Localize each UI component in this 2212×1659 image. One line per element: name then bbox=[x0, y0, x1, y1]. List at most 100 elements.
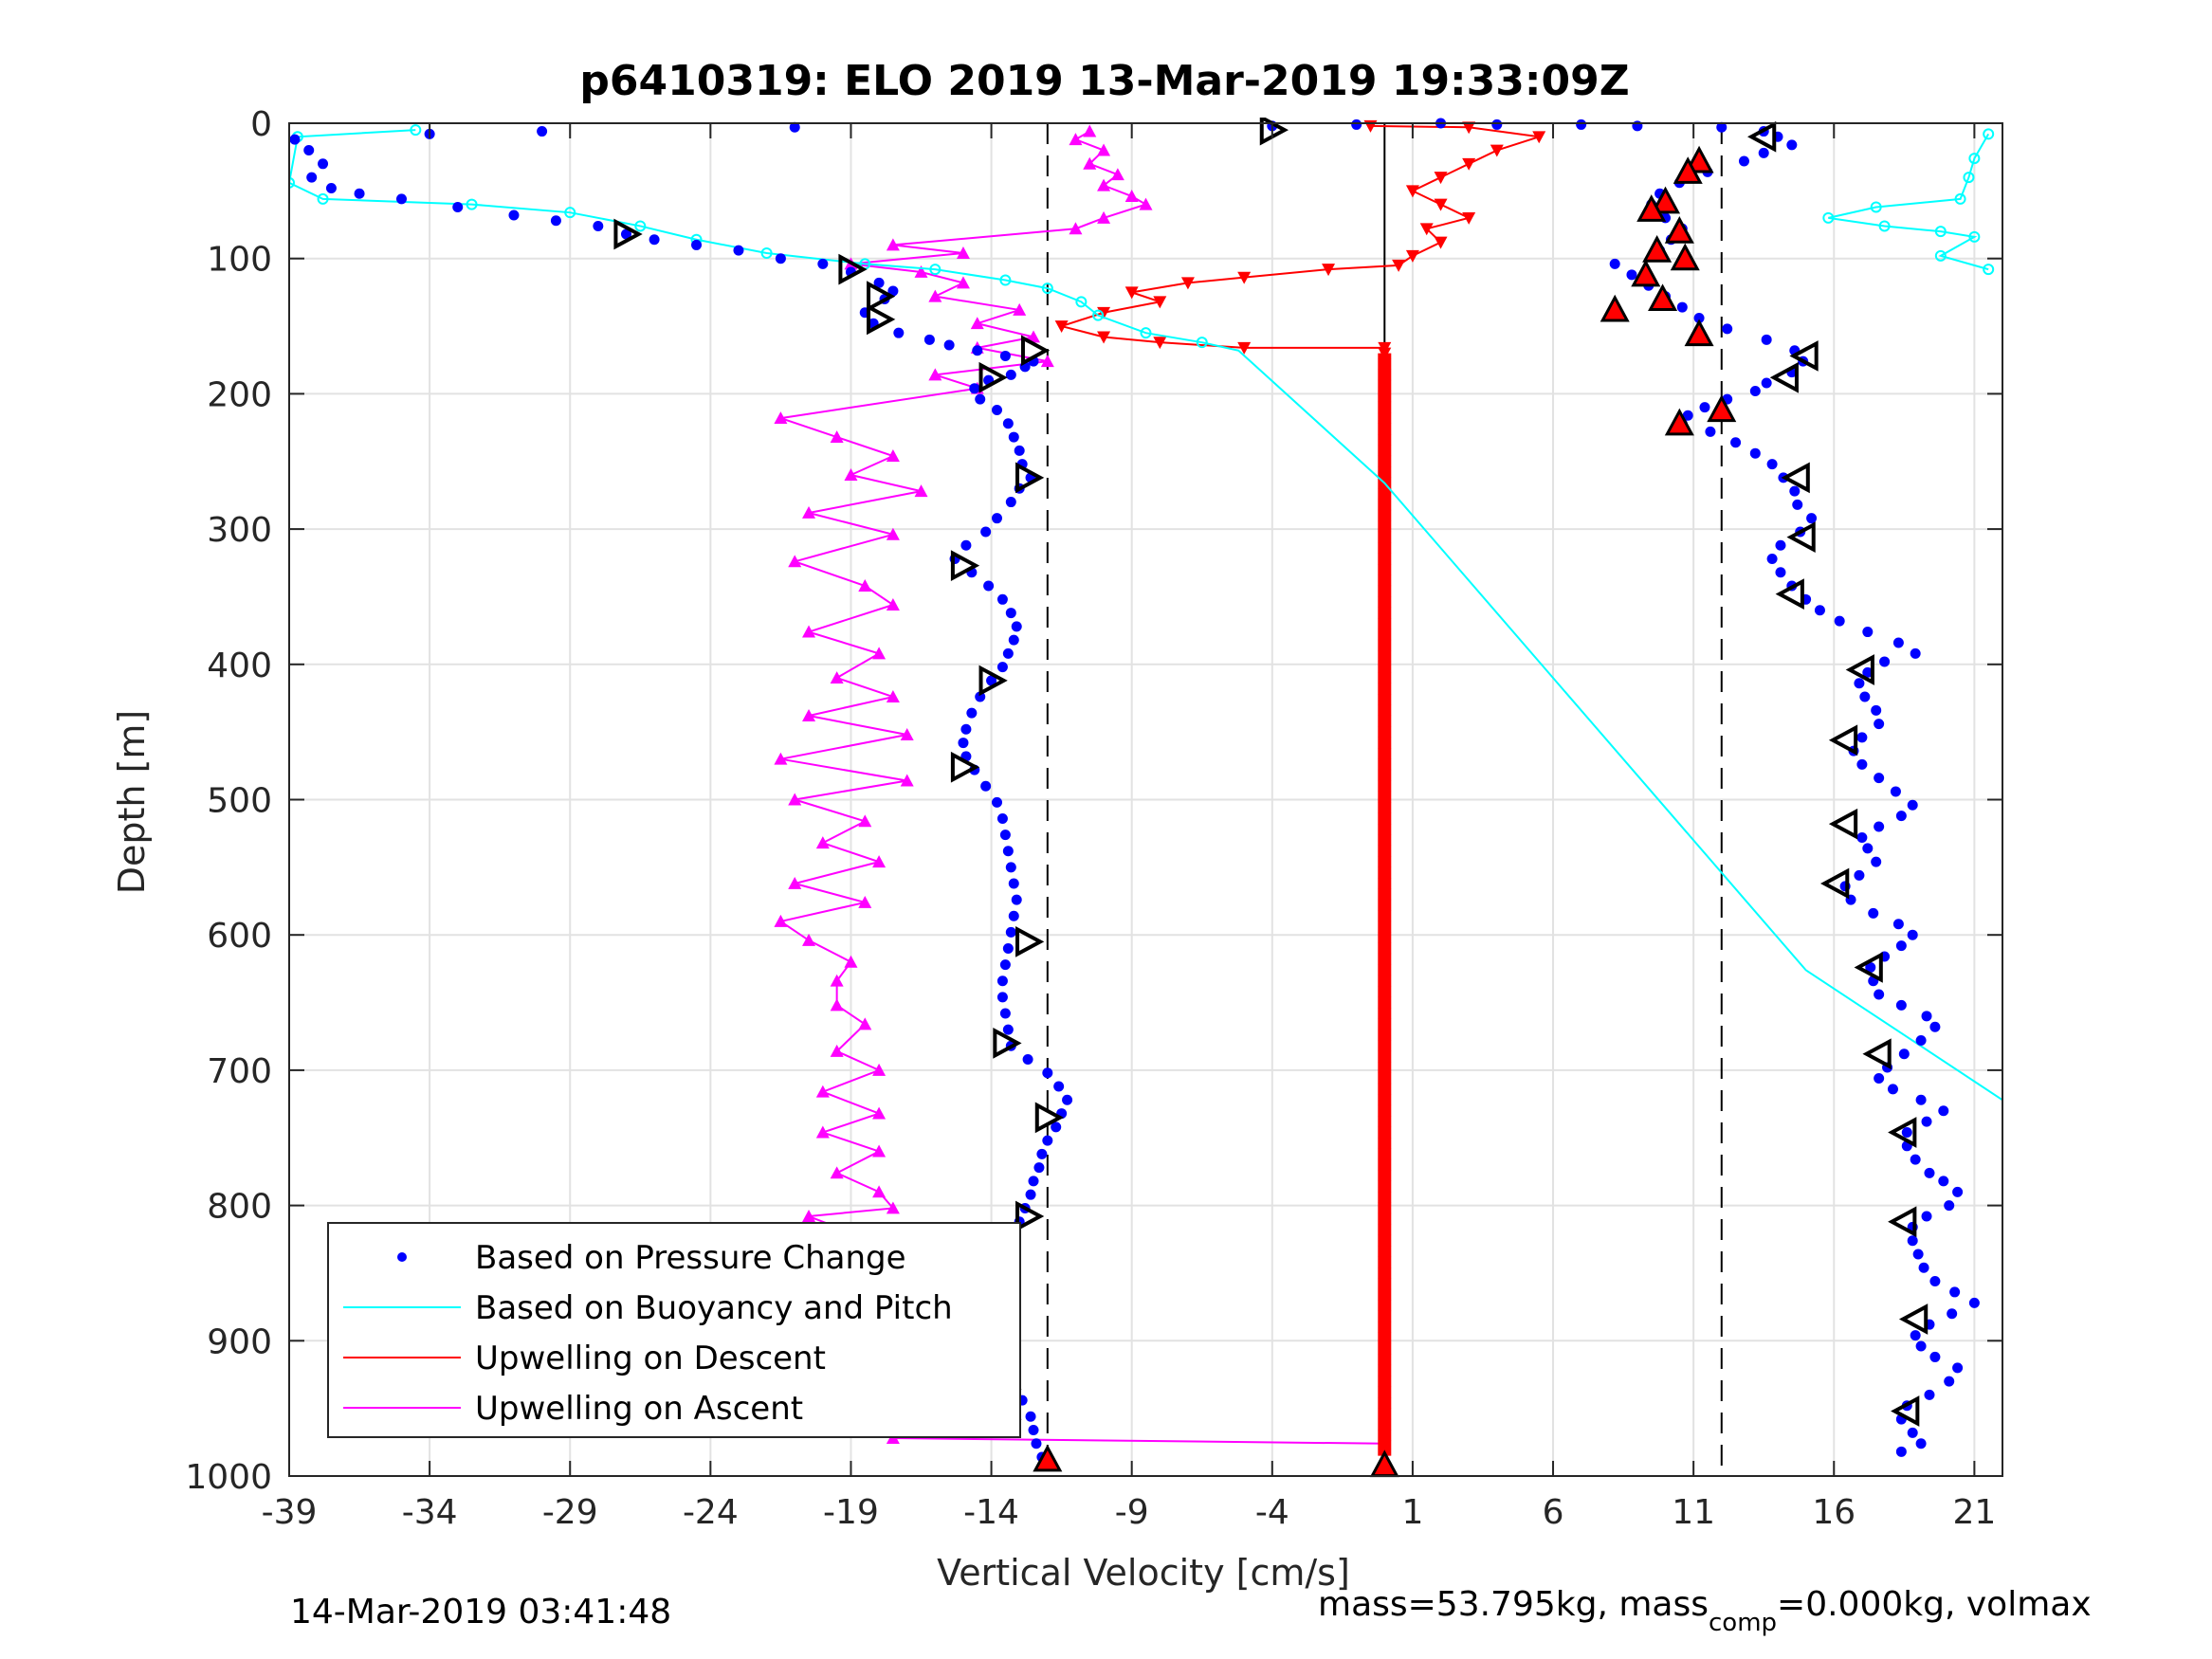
filled-triangle-marker bbox=[1673, 156, 1703, 184]
descent-upwelling-marker bbox=[1378, 845, 1392, 858]
ascent-upwelling-marker bbox=[886, 238, 900, 251]
buoyancy-marker bbox=[1140, 327, 1152, 339]
pressure-dot bbox=[1895, 1446, 1907, 1457]
descent-upwelling-marker bbox=[1490, 144, 1504, 157]
filled-triangle-marker bbox=[1670, 243, 1700, 271]
descent-upwelling-marker bbox=[1378, 715, 1392, 728]
ascent-upwelling-marker bbox=[1069, 133, 1083, 146]
pressure-dot bbox=[1910, 1330, 1921, 1341]
pressure-dot bbox=[1705, 426, 1716, 437]
pressure-dot bbox=[1576, 118, 1587, 130]
pressure-dot bbox=[1789, 485, 1801, 497]
ascent-upwelling-marker bbox=[1069, 222, 1083, 235]
ascent-upwelling-marker bbox=[886, 1201, 900, 1214]
descent-upwelling-marker bbox=[1097, 306, 1111, 319]
ascent-upwelling-marker bbox=[788, 793, 802, 806]
descent-upwelling-marker bbox=[1378, 921, 1392, 934]
pressure-dot bbox=[1042, 1135, 1053, 1146]
descent-upwelling-marker bbox=[1378, 1354, 1392, 1367]
pressure-dot bbox=[1042, 1067, 1053, 1079]
ascent-upwelling-marker bbox=[815, 1085, 830, 1098]
pressure-dot bbox=[1814, 605, 1825, 616]
pressure-dot bbox=[691, 239, 703, 250]
filled-triangle-marker bbox=[1707, 394, 1737, 423]
pressure-dot bbox=[1910, 1154, 1921, 1165]
x-tick-label: -34 bbox=[402, 1493, 458, 1532]
descent-upwelling-marker bbox=[1378, 866, 1392, 880]
descent-upwelling-marker bbox=[1378, 726, 1392, 739]
descent-upwelling-marker bbox=[1378, 1386, 1392, 1399]
ascent-upwelling-marker bbox=[872, 647, 887, 660]
ascent-upwelling-marker bbox=[1097, 143, 1111, 156]
buoyancy-marker bbox=[1822, 211, 1835, 224]
pressure-dot bbox=[537, 126, 548, 137]
pressure-dot bbox=[996, 662, 1008, 673]
pressure-dot bbox=[991, 513, 1002, 524]
open-triangle-marker bbox=[1854, 952, 1883, 983]
pressure-dot bbox=[1890, 786, 1901, 797]
axes: -39 -34 -29 -24 -19 -14 -9 -4 1 6 11 16 210100200300… bbox=[185, 105, 2003, 1532]
pressure-dot bbox=[1918, 1262, 1929, 1273]
pressure-dot bbox=[1014, 445, 1025, 456]
pressure-dot bbox=[996, 812, 1008, 824]
pressure-dot bbox=[1929, 1021, 1941, 1032]
buoyancy-marker bbox=[289, 176, 295, 189]
pressure-dot bbox=[1907, 1427, 1918, 1438]
descent-upwelling-marker bbox=[1419, 223, 1434, 236]
buoyancy-marker bbox=[1934, 226, 1947, 238]
descent-upwelling-marker bbox=[1378, 347, 1392, 360]
pressure-dot bbox=[1002, 1024, 1014, 1035]
legend-box bbox=[327, 1222, 1021, 1438]
descent-upwelling-marker bbox=[1405, 185, 1419, 198]
buoyancy-marker bbox=[466, 198, 478, 210]
pressure-dot bbox=[1008, 878, 1019, 889]
ascent-upwelling-marker bbox=[802, 505, 816, 519]
ascent-upwelling-marker bbox=[970, 317, 984, 330]
pressure-dot bbox=[1005, 369, 1016, 380]
pressure-dot bbox=[1722, 323, 1733, 335]
ascent-upwelling-marker bbox=[830, 671, 844, 684]
descent-upwelling-marker bbox=[1378, 553, 1392, 566]
descent-upwelling-marker bbox=[1378, 488, 1392, 501]
descent-upwelling-marker bbox=[1378, 542, 1392, 556]
open-triangle-marker bbox=[1862, 1038, 1892, 1070]
pressure-dot bbox=[318, 158, 329, 170]
descent-upwelling-marker bbox=[1378, 650, 1392, 664]
y-tick-label: 200 bbox=[207, 375, 272, 414]
pressure-dot bbox=[991, 405, 1002, 416]
pressure-dot bbox=[975, 691, 986, 702]
pressure-dot bbox=[1915, 1035, 1927, 1047]
ascent-upwelling-marker bbox=[1110, 168, 1124, 181]
y-tick-label: 400 bbox=[207, 647, 272, 685]
descent-upwelling-marker bbox=[1378, 639, 1392, 652]
descent-upwelling-marker bbox=[1378, 1310, 1392, 1323]
y-tick-label: 900 bbox=[207, 1322, 272, 1361]
pressure-dot bbox=[1834, 615, 1845, 627]
ascent-upwelling-marker bbox=[872, 855, 887, 868]
ascent-upwelling-marker bbox=[830, 974, 844, 987]
legend: Based on Pressure Change Based on Buoyanc… bbox=[327, 1222, 1021, 1438]
pressure-dot bbox=[306, 172, 318, 183]
pressure-dot bbox=[1005, 497, 1016, 508]
ascent-upwelling-marker bbox=[900, 728, 914, 740]
pressure-dot bbox=[1749, 447, 1761, 459]
ascent-upwelling-marker bbox=[788, 555, 802, 568]
descent-upwelling-marker bbox=[1378, 1018, 1392, 1031]
descent-upwelling-marker bbox=[1378, 1158, 1392, 1172]
pressure-dot bbox=[1868, 907, 1879, 919]
pressure-dot bbox=[1921, 1116, 1932, 1127]
timestamp-text: 14-Mar-2019 03:41:48 bbox=[290, 1593, 672, 1632]
open-triangle-marker bbox=[1888, 1206, 1917, 1238]
footer-timestamp: 14-Mar-2019 03:41:48 bbox=[290, 1593, 671, 1632]
y-tick-label: 800 bbox=[207, 1188, 272, 1227]
buoyancy-marker bbox=[1983, 264, 1995, 276]
open-triangle-marker bbox=[1015, 462, 1045, 494]
pressure-dot bbox=[1002, 647, 1014, 659]
descent-upwelling-marker bbox=[1434, 236, 1448, 249]
ascent-upwelling-marker bbox=[830, 430, 844, 444]
pressure-dot bbox=[960, 723, 972, 735]
ascent-upwelling-marker bbox=[1124, 190, 1139, 203]
ascent-upwelling-marker bbox=[1013, 302, 1027, 316]
pressure-dot bbox=[1761, 377, 1772, 389]
pressure-dot bbox=[1749, 386, 1761, 397]
